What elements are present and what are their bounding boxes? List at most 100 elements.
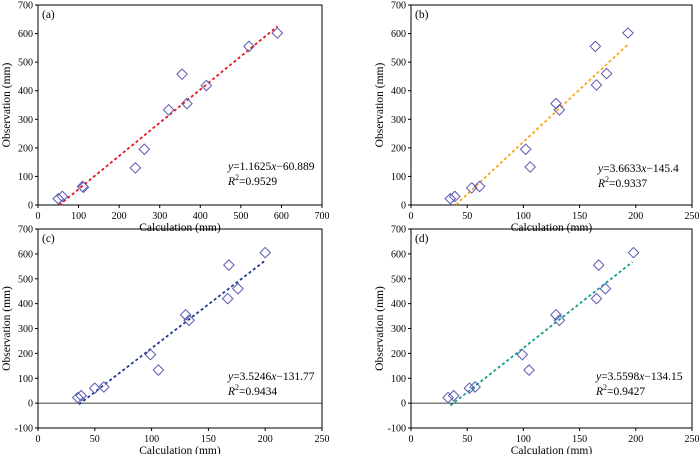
- data-point: [271, 27, 284, 39]
- y-tick-label: 300: [391, 324, 406, 335]
- eq-slope: =3.6633: [603, 163, 641, 175]
- x-tick-label: 250: [685, 211, 700, 222]
- y-tick-label: -100: [388, 424, 406, 435]
- data-point: [77, 181, 90, 194]
- data-point: [179, 308, 192, 321]
- x-tick-label: 200: [628, 211, 643, 222]
- y-tick-label: 100: [391, 172, 406, 183]
- data-point: [71, 391, 84, 404]
- fit-line: [449, 261, 633, 407]
- r-squared: R2=0.9529: [227, 173, 277, 188]
- data-point: [516, 348, 529, 361]
- data-point: [550, 308, 562, 321]
- eq-var: x: [270, 371, 277, 383]
- y-tick-label: 200: [391, 143, 406, 154]
- data-point: [589, 40, 602, 53]
- x-tick-label: 50: [462, 211, 472, 222]
- r2-value: =0.9434: [239, 386, 277, 398]
- data-point: [152, 364, 165, 376]
- data-point: [232, 282, 244, 295]
- y-tick-label: 100: [391, 374, 406, 385]
- panel-a: 0 100 200 300 400 500 600 700010020030040050060…: [1, 1, 330, 235]
- x-tick-label: 0: [409, 211, 414, 222]
- y-tick-label: 0: [401, 201, 406, 212]
- data-point: [259, 246, 272, 259]
- y-tick-label: 300: [18, 324, 33, 335]
- x-tick-label: 50: [90, 434, 100, 445]
- x-axis-label: Calculation (mm): [139, 445, 221, 454]
- data-point: [447, 389, 460, 402]
- data-point: [627, 246, 640, 259]
- fit-equation: y=3.5598x−134.15: [595, 371, 683, 383]
- data-point: [97, 381, 110, 393]
- data-point: [52, 192, 65, 205]
- x-tick-label: 600: [274, 211, 289, 222]
- data-point: [180, 97, 193, 110]
- y-axis-label: Observation (mm): [374, 63, 386, 148]
- r2-symbol: R: [227, 176, 235, 188]
- x-axis-label: Calculation (mm): [511, 445, 593, 454]
- data-point: [599, 282, 612, 295]
- y-tick-label: 0: [28, 399, 33, 410]
- data-point: [590, 79, 603, 91]
- x-tick-label: 200: [112, 211, 127, 222]
- y-tick-label: 600: [18, 29, 33, 40]
- fit-line: [455, 42, 630, 206]
- data-point: [162, 103, 175, 116]
- r-squared: R2=0.9427: [595, 383, 645, 398]
- r2-symbol: R: [597, 178, 605, 190]
- x-tick-label: 500: [233, 211, 248, 222]
- x-tick-label: 100: [516, 211, 531, 222]
- data-point: [144, 348, 157, 361]
- eq-intercept: −145.4: [646, 163, 679, 175]
- data-point: [88, 382, 101, 395]
- data-point: [553, 103, 566, 116]
- data-point: [550, 97, 562, 110]
- r-squared: R2=0.9337: [597, 175, 647, 190]
- eq-var: x: [638, 371, 645, 383]
- data-point: [442, 391, 454, 404]
- r2-exponent: 2: [605, 175, 609, 184]
- data-point: [473, 180, 486, 193]
- y-tick-label: 400: [18, 86, 33, 97]
- y-tick-label: -100: [15, 424, 33, 435]
- data-point: [221, 292, 234, 305]
- y-axis-label: Observation (mm): [374, 286, 386, 371]
- eq-var: x: [270, 161, 277, 173]
- x-tick-label: 200: [258, 434, 273, 445]
- data-point: [129, 161, 142, 174]
- y-tick-label: 100: [18, 374, 33, 385]
- panel-label: (a): [42, 9, 55, 21]
- data-point: [222, 259, 235, 271]
- eq-slope: =3.5598: [601, 371, 639, 383]
- y-tick-label: 600: [391, 29, 406, 40]
- y-tick-label: 0: [28, 201, 33, 212]
- x-tick-label: 150: [201, 434, 216, 445]
- data-point: [75, 389, 88, 402]
- data-point: [622, 27, 634, 39]
- x-tick-label: 150: [572, 434, 587, 445]
- fit-equation: y=1.1625x−60.889: [227, 161, 315, 173]
- x-tick-label: 250: [315, 434, 330, 445]
- data-point: [519, 143, 532, 156]
- y-tick-label: 500: [391, 274, 406, 285]
- x-tick-label: 0: [409, 434, 414, 445]
- data-point: [176, 68, 188, 81]
- r-squared: R2=0.9434: [227, 383, 277, 398]
- x-tick-label: 100: [144, 434, 159, 445]
- eq-intercept: −60.889: [276, 161, 314, 173]
- y-tick-label: 500: [18, 274, 33, 285]
- eq-intercept: −134.15: [644, 371, 682, 383]
- y-axis-label: Observation (mm): [1, 63, 13, 148]
- r2-symbol: R: [595, 386, 603, 398]
- data-point: [600, 67, 613, 80]
- data-point: [56, 190, 69, 203]
- y-tick-label: 200: [391, 349, 406, 360]
- panel-d: 0 50 100 150 200 250-100010020030040050060070…: [374, 225, 700, 454]
- data-point: [524, 161, 537, 173]
- y-tick-label: 600: [18, 249, 33, 260]
- plot-frame: [410, 4, 693, 206]
- data-point: [590, 292, 603, 305]
- data-point: [469, 381, 481, 393]
- x-tick-label: 200: [628, 434, 643, 445]
